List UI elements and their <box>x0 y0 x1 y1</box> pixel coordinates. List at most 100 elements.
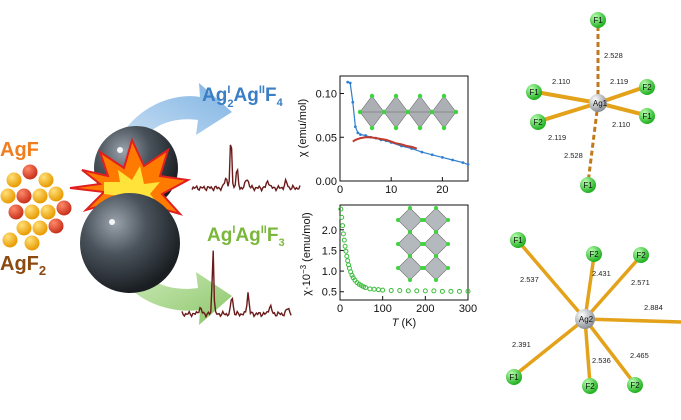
data-point <box>343 248 349 254</box>
data-point <box>340 231 346 237</box>
ag1-f-ul-label: F1 <box>529 88 539 97</box>
ag1-f-ll-label: F2 <box>533 118 543 127</box>
ag1-bond-ul-label: 2.110 <box>552 77 570 86</box>
reactant-particle-icon <box>16 220 32 236</box>
chart2-ticks: 0 100 200 300 0.5 1.0 1.5 2.0 <box>322 225 477 315</box>
data-point <box>375 287 381 293</box>
ag1-f-bottom-label: F1 <box>583 181 593 190</box>
reactant-particle-icon <box>0 188 16 204</box>
fluorine-dot-icon <box>396 218 400 222</box>
ag1-f-ur-icon <box>639 79 655 95</box>
y-tick-label: 1.0 <box>322 266 337 278</box>
reactant-particle-icon <box>48 186 64 202</box>
ag2-bond-f1-tl <box>517 240 587 321</box>
fluorine-dot-icon <box>369 125 375 131</box>
ag2-bond-label-5: 2.391 <box>512 340 531 349</box>
agf2-label: AgF2 <box>0 253 46 278</box>
data-point <box>371 286 377 292</box>
ag2-f2-tr-label: F2 <box>636 251 646 260</box>
fluorine-dot-icon <box>422 218 426 222</box>
ag2-bond-label-1: 2.537 <box>520 275 539 284</box>
fluorine-dot-icon <box>434 254 438 258</box>
octahedron-icon <box>423 255 449 281</box>
data-point <box>344 253 350 259</box>
ag2-f2-bot-icon <box>582 378 598 394</box>
ag1-bond-ll <box>539 101 599 123</box>
y-tick-label: 1.5 <box>322 245 337 257</box>
x-tick-label: 300 <box>459 303 477 315</box>
reactant-particle-icon <box>38 172 54 188</box>
data-point <box>345 258 351 264</box>
fluorine-dot-icon <box>434 278 438 282</box>
x-tick-label: 200 <box>416 303 434 315</box>
series-line <box>352 136 418 150</box>
ag2-f2-br-label: F2 <box>630 381 640 390</box>
data-point <box>441 155 444 159</box>
x-tick-label: 0 <box>337 303 343 315</box>
fluorine-dot-icon <box>408 230 412 234</box>
ag2-f1-bl-label: F1 <box>509 373 519 382</box>
product-agf4-formula: AgI 2AgIIF4 <box>202 84 284 110</box>
ag1-f-bottom-icon <box>580 177 596 193</box>
fluorine-dot-icon <box>408 206 412 210</box>
reactant-particles <box>0 164 72 251</box>
reactant-particle-icon <box>56 200 72 216</box>
data-point <box>448 288 454 294</box>
y-tick-label: 0.05 <box>316 132 337 144</box>
ag2-coordination: F1 F2 F2 F1 F2 F2 Ag2 2.537 2.431 2.571 … <box>506 232 681 394</box>
data-point <box>346 262 352 268</box>
chart1-frame <box>339 75 469 182</box>
chart2-series <box>338 206 471 294</box>
data-point <box>353 125 357 129</box>
data-point <box>397 288 403 293</box>
fluorine-dot-icon <box>417 93 423 99</box>
ag1-bond-lr-label: 2.110 <box>612 120 630 129</box>
octahedron-icon <box>423 207 449 233</box>
product-agf3-formula: AgIAgIIF3 <box>207 224 285 249</box>
series-line <box>347 81 469 165</box>
data-point <box>388 288 394 293</box>
xrd-pattern-agf3 <box>181 250 292 319</box>
ag1-f-lr-icon <box>639 108 655 124</box>
data-point <box>349 272 355 278</box>
fluorine-dot-icon <box>393 93 399 99</box>
y-tick-label: 0.5 <box>322 287 337 299</box>
ag2-bond-label-7: 2.465 <box>630 351 649 360</box>
chart1-ylabel: χ (emu/mol) <box>297 99 309 157</box>
data-point <box>465 288 471 294</box>
ag2-f2-br-icon <box>627 377 643 393</box>
data-point <box>414 288 420 294</box>
data-point <box>356 131 360 135</box>
fluorine-dot-icon <box>446 218 450 222</box>
chart2-crystal-inset <box>396 206 450 282</box>
milling-ball-bottom-icon <box>80 193 180 293</box>
octahedron-icon <box>397 207 423 233</box>
y-tick-label: 0.10 <box>316 89 337 101</box>
fluorine-dot-icon <box>393 125 399 131</box>
data-point <box>420 150 424 154</box>
x-tick-label: 20 <box>436 184 448 196</box>
data-point <box>359 133 362 137</box>
ag1-f-ll-icon <box>530 114 546 130</box>
reactant-particle-icon <box>40 204 56 220</box>
chart2-ylabel: χ·10−3 (emu/mol) <box>299 212 313 295</box>
data-point <box>461 161 465 165</box>
ag1-f-ur-label: F2 <box>642 83 652 92</box>
fluorine-dot-icon <box>408 278 412 282</box>
chart1-ticks: 0 10 20 0.00 0.05 0.10 <box>316 89 449 197</box>
ag2-f1-tl-icon <box>510 232 526 248</box>
chart1-series <box>346 80 470 166</box>
chart2-xlabel: T (K) <box>392 317 416 329</box>
reactant-particle-icon <box>22 164 38 180</box>
fluorine-dot-icon <box>422 266 426 270</box>
ag2-bond-long <box>584 317 681 324</box>
data-point <box>380 287 386 293</box>
ag2-bond-f2-tr <box>583 255 642 321</box>
fluorine-dot-icon <box>453 109 459 115</box>
data-point <box>340 223 346 229</box>
data-point <box>339 214 345 220</box>
ag1-f-top-label: F1 <box>593 16 603 25</box>
y-tick-label: 2.0 <box>322 225 337 237</box>
ag2-atom-icon <box>575 309 595 329</box>
ag2-f2-top-icon <box>586 246 602 262</box>
